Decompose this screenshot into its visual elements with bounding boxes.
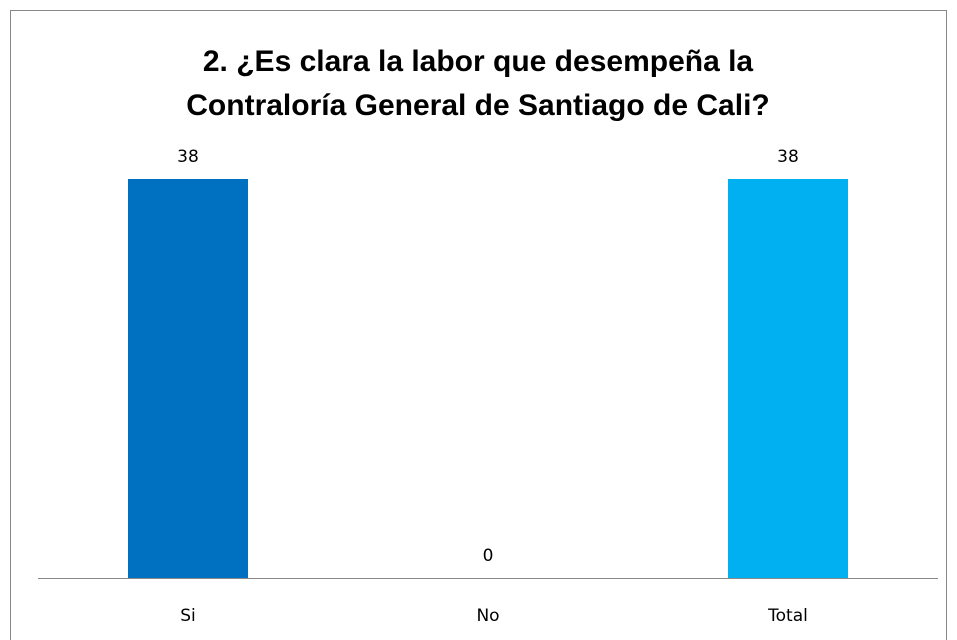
chart-title: 2. ¿Es clara la labor que desempeña la C… xyxy=(186,45,770,122)
data-label: 0 xyxy=(483,546,494,566)
x-tick-label: Si xyxy=(180,606,196,626)
data-label: 38 xyxy=(777,147,799,167)
bar xyxy=(128,179,248,578)
data-label: 38 xyxy=(177,147,199,167)
chart-border xyxy=(10,10,947,640)
bar xyxy=(728,179,848,578)
x-tick-label: No xyxy=(476,606,499,626)
x-tick-label: Total xyxy=(767,606,808,626)
